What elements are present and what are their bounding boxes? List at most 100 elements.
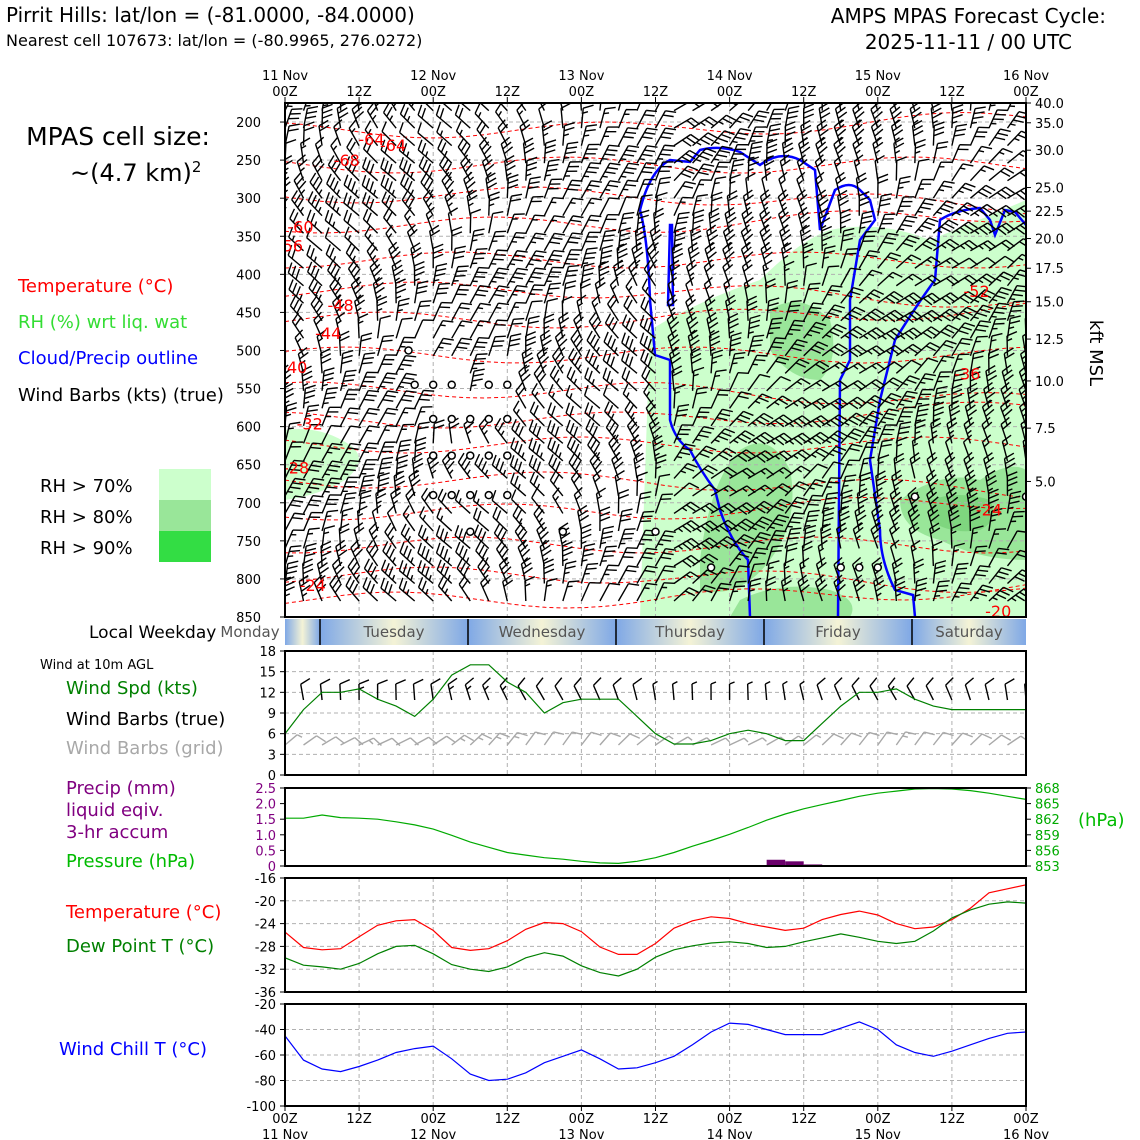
wind-barb-flag: [941, 314, 951, 322]
wind-barb-flag: [453, 255, 465, 260]
wind-barb-flag: [703, 276, 713, 285]
wind-barb-flag: [562, 541, 573, 547]
wind-barb-flag: [580, 283, 591, 289]
wind-barb-flag: [551, 254, 563, 257]
wind-barb-flag: [541, 549, 552, 557]
wind-barb-flag: [927, 474, 937, 483]
wind-barb: [570, 478, 583, 497]
wind-barb: [821, 362, 840, 374]
grid-wind-barb-flag: [981, 733, 993, 740]
wind-barb-flag: [743, 410, 754, 417]
wind-barb-flag: [550, 440, 556, 452]
wind-barb-flag: [1027, 314, 1032, 315]
wind-barb-flag: [380, 157, 385, 169]
wind-barb-flag: [918, 403, 930, 407]
wind-barb-flag: [800, 378, 811, 385]
wind-barb-flag: [641, 515, 653, 518]
wind-barb-flag: [542, 339, 552, 347]
wind-barb-flag: [816, 158, 826, 168]
wind-barb: [821, 461, 835, 479]
wind-barb-flag: [412, 452, 423, 460]
wind-barb-flag: [892, 496, 903, 505]
wind-barb-flag: [289, 549, 301, 553]
wind-barb-flag: [509, 280, 516, 283]
wind-barb-flag: [971, 121, 978, 124]
wind-barb-flag: [760, 241, 771, 250]
wind-barb-flag: [982, 224, 993, 233]
wind-barb: [877, 408, 890, 427]
wind-barb-flag: [477, 289, 489, 293]
wind-barb-flag: [272, 314, 277, 324]
wind-barb-flag: [387, 407, 399, 411]
wind-barb-flag: [335, 127, 341, 133]
wind-barb-flag: [634, 251, 644, 260]
wind-barb-flag: [968, 392, 979, 400]
wind-barb-flag: [1019, 190, 1026, 196]
calm-circle: [910, 492, 920, 501]
wind-barb-flag: [588, 219, 600, 222]
wind-barb-flag: [819, 212, 830, 220]
wind-barb-flag: [691, 235, 702, 242]
wind-barb-flag: [805, 524, 817, 530]
wind-barb-flag: [935, 390, 947, 395]
wind-barb: [766, 103, 773, 111]
wind-barb-flag: [573, 443, 580, 455]
temperature-contour-label: -44: [315, 324, 341, 343]
wind-barb-flag: [561, 540, 567, 545]
wind-barb-flag: [737, 454, 748, 463]
wind-barb-flag: [914, 430, 921, 435]
wind-barb-flag: [439, 528, 445, 540]
wind-barb-flag: [954, 542, 965, 547]
wind-barb-flag: [361, 192, 367, 203]
wind-barb-flag: [324, 99, 335, 101]
wind-barb: [944, 441, 953, 462]
surface-wind-barb-flag: [672, 681, 678, 685]
wind-barb: [778, 178, 786, 199]
wind-barb-flag: [949, 405, 960, 412]
wind-barb-flag: [644, 552, 655, 555]
wind-barb-flag: [350, 425, 362, 429]
axis-tick-label: 853: [1035, 860, 1060, 875]
wind-barb-flag: [840, 208, 851, 214]
wind-barb-flag: [650, 250, 660, 260]
wind-barb: [285, 354, 286, 356]
wind-barb-flag: [848, 418, 859, 426]
wind-barb-flag: [329, 575, 337, 585]
wind-barb-flag: [718, 121, 724, 125]
wind-barb-flag: [569, 423, 575, 434]
wind-barb-flag: [768, 133, 780, 137]
wind-barb-flag: [771, 538, 782, 542]
wind-barb-flag: [570, 219, 582, 223]
wind-barb-flag: [331, 281, 340, 292]
wind-barb-flag: [524, 583, 531, 587]
wind-barb-flag: [542, 125, 553, 132]
wind-barb: [747, 412, 765, 427]
wind-barb-flag: [837, 128, 847, 137]
wind-barb-flag: [737, 372, 749, 374]
wind-barb-flag: [473, 368, 485, 372]
wind-barb-flag: [754, 551, 766, 555]
wind-barb-flag: [983, 382, 993, 390]
wind-barb-flag: [354, 285, 364, 295]
grid-wind-barb-flag: [905, 731, 917, 736]
wind-barb-flag: [892, 111, 902, 120]
wind-barb-flag: [715, 369, 727, 373]
wind-barb-flag: [375, 488, 386, 495]
wind-barb-flag: [353, 522, 364, 530]
wind-barb: [932, 340, 947, 357]
wind-barb-flag: [852, 574, 863, 583]
wind-barb-flag: [830, 419, 840, 428]
wind-barb-flag: [686, 119, 696, 128]
wind-barb-flag: [513, 458, 519, 469]
wind-barb-flag: [820, 431, 830, 440]
wind-barb: [432, 302, 443, 322]
wind-barb-flag: [836, 106, 846, 115]
wind-barb-flag: [885, 412, 897, 416]
wind-barb-flag: [803, 103, 814, 109]
legend-barbs: Wind Barbs (kts) (true): [18, 385, 224, 406]
wind-barb-flag: [573, 486, 583, 496]
wind-barb: [358, 335, 363, 356]
wind-barb-flag: [611, 425, 619, 436]
wind-barb-flag: [891, 106, 901, 115]
